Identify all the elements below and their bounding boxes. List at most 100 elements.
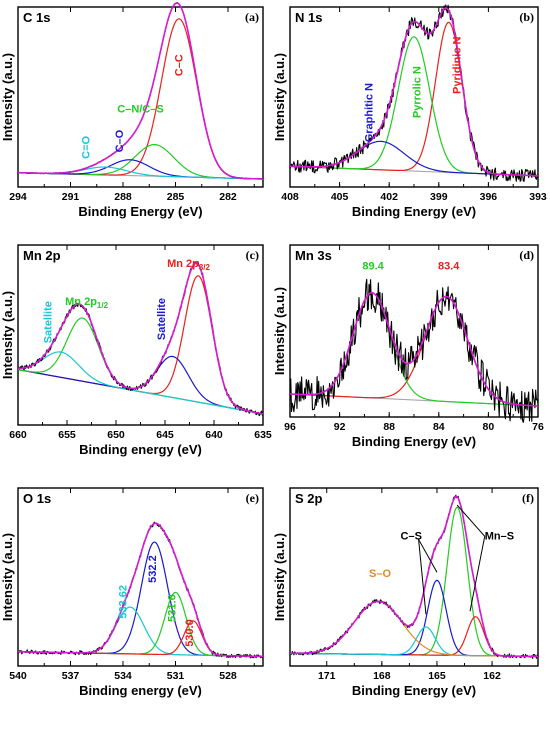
experimental-curve <box>289 494 539 660</box>
component-peak <box>17 620 264 658</box>
x-axis-title: Binding Energy (eV) <box>352 683 476 698</box>
peak-annotation: Mn 2p1/2 <box>65 296 108 310</box>
panel-letter: (f) <box>522 491 534 505</box>
panel-a: C 1s (a) 294 291 288 285 282 Binding Energy (eV… <box>0 2 264 219</box>
x-tick-label: 537 <box>62 670 80 682</box>
peak-annotation: Graphitic N <box>364 83 376 142</box>
panel-title: Mn 3s <box>295 248 332 263</box>
x-axis-title: Binding energy (eV) <box>79 683 202 698</box>
peak-annotation: 83.4 <box>438 261 460 273</box>
peak-annotation: C–S <box>401 530 422 542</box>
panel-d: Mn 3s (d) 96 92 88 84 80 76 Binding Energy (eV) I… <box>272 244 544 449</box>
x-tick-label: 285 <box>167 191 185 203</box>
experimental-curve <box>17 2 264 180</box>
component-peak <box>17 541 264 658</box>
leader-line <box>456 504 486 537</box>
plot-frame <box>289 487 539 667</box>
x-tick-label: 282 <box>219 191 237 203</box>
y-axis-title: Intensity (a.u.) <box>0 533 15 621</box>
y-axis-title: Intensity (a.u.) <box>272 533 287 621</box>
x-tick-label: 405 <box>331 191 349 203</box>
panel-title: Mn 2p <box>23 248 61 263</box>
panel-e: O 1s (e) 540 537 534 531 528 Binding energy (eV… <box>0 487 264 698</box>
fit-envelope-curve <box>17 522 264 658</box>
x-tick-label: 291 <box>62 191 80 203</box>
x-tick-label: 531 <box>167 670 185 682</box>
x-tick-label: 88 <box>383 421 395 433</box>
panel-f: S 2p (f) 171 168 165 162 Binding Energy (eV) In… <box>272 487 539 698</box>
leader-line <box>418 539 438 573</box>
peak-annotation: C–C <box>174 54 186 76</box>
plot-frame <box>17 244 264 426</box>
x-axis-title: Binding Energy (eV) <box>78 204 202 219</box>
x-tick-label: 165 <box>428 670 446 682</box>
x-tick-label: 660 <box>9 429 27 441</box>
component-peak <box>17 591 264 658</box>
panel-title: S 2p <box>295 491 323 506</box>
x-tick-label: 408 <box>281 191 299 203</box>
peak-annotation: Pyrrolic N <box>412 66 424 118</box>
panel-letter: (a) <box>245 10 259 24</box>
x-tick-label: 84 <box>433 421 445 433</box>
plot-frame <box>17 6 264 188</box>
fit-envelope-curve <box>17 262 264 415</box>
y-axis-title: Intensity (a.u.) <box>0 53 15 141</box>
x-tick-label: 168 <box>373 670 391 682</box>
peak-annotation: 89.4 <box>362 261 384 273</box>
x-tick-label: 635 <box>254 429 272 441</box>
peak-annotation: C–N/C–S <box>117 104 163 116</box>
panel-title: O 1s <box>23 491 51 506</box>
peak-annotation: 533.62 <box>118 585 130 619</box>
x-tick-label: 80 <box>483 421 495 433</box>
x-tick-label: 96 <box>284 421 296 433</box>
fit-envelope-curve <box>289 495 539 658</box>
panel-b: N 1s (b) 408 405 402 399 396 393 Binding Energy … <box>272 4 547 219</box>
x-tick-label: 171 <box>318 670 336 682</box>
peak-annotation: 530.0 <box>184 619 196 647</box>
peak-annotation: Satellite <box>156 298 168 340</box>
x-tick-label: 294 <box>9 191 27 203</box>
peak-annotation: Mn–S <box>485 530 514 542</box>
x-axis-title: Binding Energy (eV) <box>352 434 476 449</box>
component-peak <box>289 579 539 658</box>
panel-letter: (e) <box>246 491 259 505</box>
x-tick-label: 92 <box>334 421 346 433</box>
x-tick-label: 650 <box>107 429 125 441</box>
x-axis-title: Binding Energy (eV) <box>352 204 476 219</box>
peak-annotation: S–O <box>369 568 391 580</box>
peak-annotation: C–O <box>114 129 126 152</box>
component-peak <box>17 351 264 415</box>
x-tick-label: 396 <box>480 191 498 203</box>
panel-letter: (c) <box>246 248 259 262</box>
peak-annotation: Satellite <box>42 301 54 343</box>
peak-annotation: Pyridinic N <box>451 36 463 94</box>
component-peak <box>17 317 264 415</box>
leader-line <box>418 539 427 615</box>
x-tick-label: 393 <box>529 191 547 203</box>
y-axis-title: Intensity (a.u.) <box>272 53 287 141</box>
y-axis-title: Intensity (a.u.) <box>0 291 15 379</box>
peak-annotation: 532.2 <box>147 555 159 583</box>
leader-line <box>469 536 486 612</box>
x-tick-label: 655 <box>58 429 76 441</box>
x-tick-label: 288 <box>114 191 132 203</box>
y-axis-title: Intensity (a.u.) <box>272 287 287 375</box>
fit-envelope-curve <box>289 7 539 177</box>
x-tick-label: 162 <box>483 670 501 682</box>
panel-title: N 1s <box>295 10 322 25</box>
x-axis-title: Binding energy (eV) <box>79 442 202 457</box>
x-tick-label: 534 <box>114 670 132 682</box>
x-tick-label: 645 <box>156 429 174 441</box>
x-tick-label: 640 <box>205 429 223 441</box>
panel-letter: (d) <box>519 248 534 262</box>
x-tick-label: 528 <box>219 670 237 682</box>
x-tick-label: 76 <box>532 421 544 433</box>
x-tick-label: 540 <box>9 670 27 682</box>
panel-c: Mn 2p (c) 660 655 650 645 640 635 Binding energy… <box>0 244 272 457</box>
component-peak <box>17 606 264 658</box>
peak-annotation: Mn 2p3/2 <box>167 258 210 272</box>
x-tick-label: 402 <box>380 191 398 203</box>
fit-envelope-curve <box>289 291 539 407</box>
component-peak <box>17 18 264 180</box>
